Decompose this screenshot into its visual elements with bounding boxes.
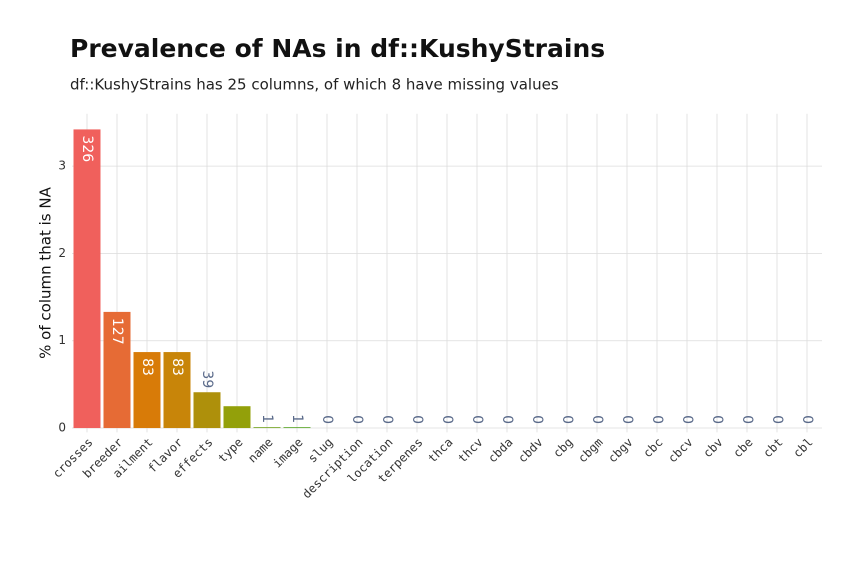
value-label: 0	[739, 415, 755, 424]
x-tick-label: cbl	[790, 435, 815, 460]
x-tick-label: cbe	[730, 435, 755, 460]
value-label: 0	[769, 415, 785, 424]
y-tick-label: 2	[58, 246, 66, 260]
value-label: 0	[559, 415, 575, 424]
value-label: 83	[169, 358, 185, 376]
value-label: 39	[199, 370, 215, 388]
bar	[133, 352, 161, 429]
bar	[103, 311, 131, 429]
x-tick-label: cbgm	[575, 435, 605, 465]
value-label: 326	[79, 135, 95, 162]
value-label: 0	[529, 415, 545, 424]
y-tick-label: 3	[58, 159, 66, 173]
value-label: 0	[679, 415, 695, 424]
value-label: 0	[619, 415, 635, 424]
x-tick-label: cbgv	[605, 435, 635, 465]
value-label: 0	[409, 415, 425, 424]
bar	[283, 427, 311, 429]
chart-subtitle: df::KushyStrains has 25 columns, of whic…	[70, 76, 559, 94]
bar	[253, 427, 281, 429]
x-tick-label: type	[215, 435, 245, 465]
chart-title: Prevalence of NAs in df::KushyStrains	[70, 34, 605, 63]
value-label: 0	[709, 415, 725, 424]
y-tick-label: 0	[58, 421, 66, 435]
y-axis-title: % of column that is NA	[37, 186, 55, 358]
value-label: 1	[259, 414, 275, 423]
x-tick-label: cbv	[700, 435, 725, 460]
x-tick-label: cbdv	[515, 435, 545, 465]
bar	[193, 392, 221, 429]
x-tick-label: thca	[425, 435, 455, 465]
x-tick-label: cbcv	[665, 435, 695, 465]
bar	[73, 129, 101, 429]
value-label: 0	[379, 415, 395, 424]
value-label: 83	[139, 358, 155, 376]
value-label: 127	[109, 318, 125, 345]
x-tick-label: cbt	[760, 435, 785, 460]
value-label: 0	[799, 415, 815, 424]
x-tick-label: cbg	[550, 435, 575, 460]
x-tick-label: thcv	[455, 435, 485, 465]
value-label: 0	[499, 415, 515, 424]
x-tick-label: image	[270, 435, 305, 470]
bar	[223, 406, 251, 429]
x-tick-label: cbda	[485, 435, 515, 465]
value-label: 0	[589, 415, 605, 424]
value-label: 1	[289, 414, 305, 423]
value-label: 0	[319, 415, 335, 424]
bar	[163, 352, 191, 429]
value-label: 0	[469, 415, 485, 424]
x-tick-label: cbc	[640, 435, 665, 460]
value-label: 0	[349, 415, 365, 424]
value-label: 0	[649, 415, 665, 424]
value-label: 0	[439, 415, 455, 424]
y-tick-label: 1	[58, 333, 66, 347]
